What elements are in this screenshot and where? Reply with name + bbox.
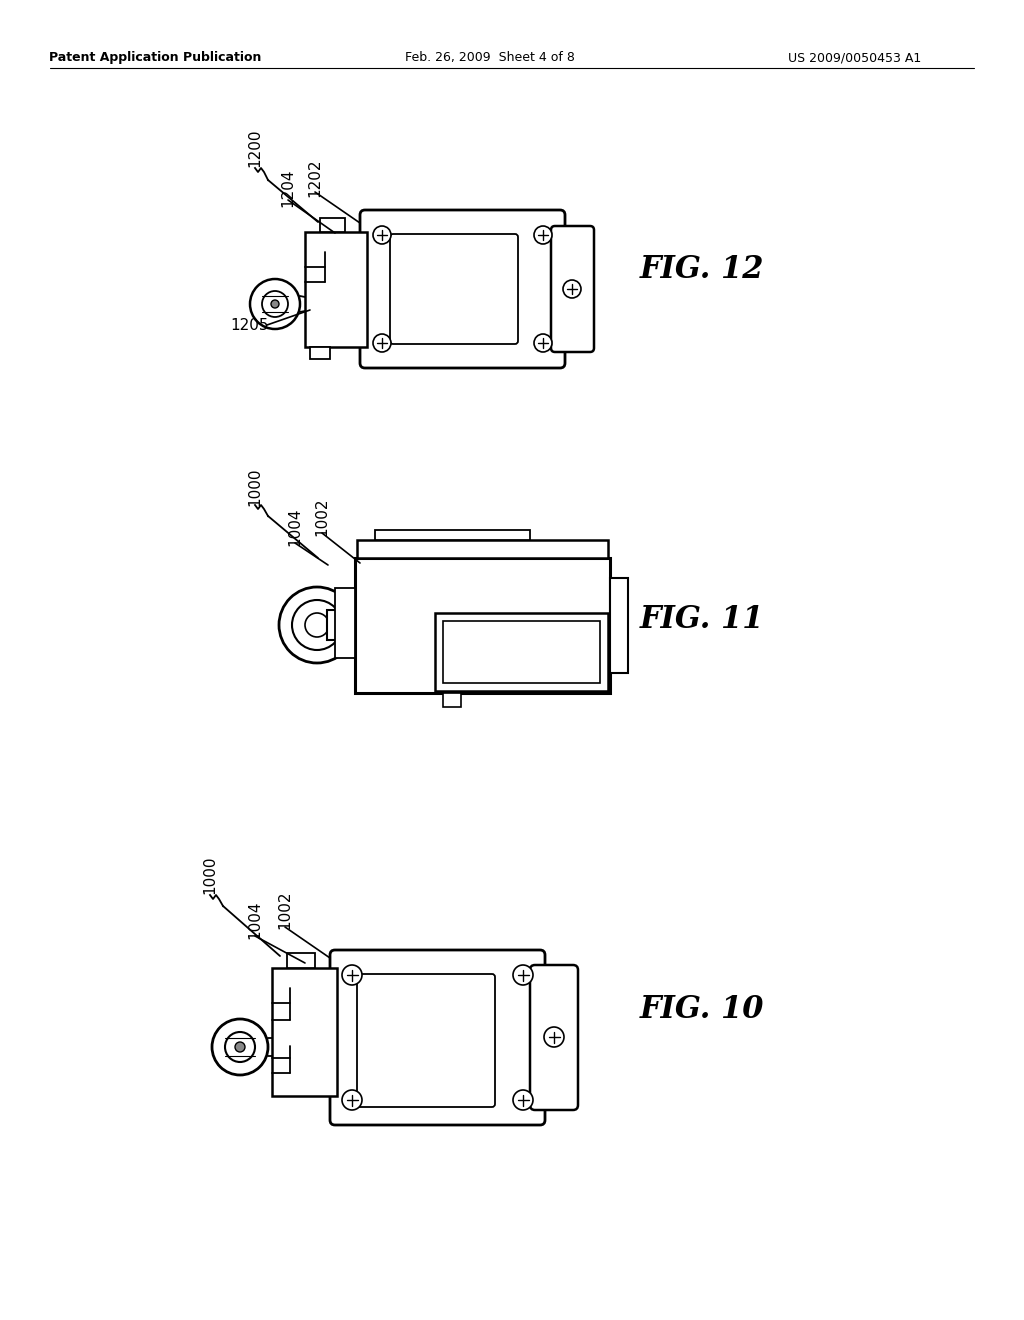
- Text: US 2009/0050453 A1: US 2009/0050453 A1: [788, 51, 922, 65]
- Circle shape: [373, 334, 391, 352]
- Text: FIG. 10: FIG. 10: [640, 994, 765, 1026]
- Text: FIG. 11: FIG. 11: [640, 605, 765, 635]
- Bar: [310, 347, 330, 359]
- Circle shape: [534, 334, 552, 352]
- FancyBboxPatch shape: [357, 974, 495, 1107]
- Text: FIG. 12: FIG. 12: [640, 255, 765, 285]
- FancyBboxPatch shape: [330, 950, 545, 1125]
- Text: 1004: 1004: [248, 900, 262, 940]
- Text: 1204: 1204: [281, 169, 296, 207]
- Text: 1002: 1002: [314, 498, 330, 536]
- Circle shape: [563, 280, 581, 298]
- FancyBboxPatch shape: [360, 210, 565, 368]
- Circle shape: [292, 601, 342, 649]
- Bar: [272, 968, 337, 1096]
- Circle shape: [342, 1090, 362, 1110]
- Bar: [305, 232, 367, 347]
- Text: 1200: 1200: [248, 129, 262, 168]
- Circle shape: [250, 279, 300, 329]
- Text: 1202: 1202: [307, 158, 323, 197]
- Circle shape: [513, 965, 534, 985]
- Circle shape: [234, 1041, 245, 1052]
- Circle shape: [373, 226, 391, 244]
- Circle shape: [544, 1027, 564, 1047]
- Bar: [327, 610, 355, 640]
- Bar: [287, 953, 315, 968]
- Circle shape: [212, 1019, 268, 1074]
- Bar: [375, 531, 530, 540]
- Text: 1205: 1205: [230, 318, 268, 333]
- Text: 1000: 1000: [248, 467, 262, 507]
- Circle shape: [513, 1090, 534, 1110]
- Circle shape: [271, 300, 279, 308]
- Circle shape: [305, 612, 329, 638]
- Bar: [443, 620, 600, 682]
- Circle shape: [262, 290, 288, 317]
- Bar: [355, 558, 610, 693]
- Bar: [435, 612, 608, 690]
- Circle shape: [225, 1032, 255, 1063]
- Text: 1004: 1004: [288, 508, 302, 546]
- Text: Patent Application Publication: Patent Application Publication: [49, 51, 261, 65]
- Circle shape: [534, 226, 552, 244]
- Circle shape: [279, 587, 355, 663]
- Bar: [335, 587, 355, 657]
- Text: Feb. 26, 2009  Sheet 4 of 8: Feb. 26, 2009 Sheet 4 of 8: [406, 51, 574, 65]
- Text: 1002: 1002: [278, 891, 293, 929]
- FancyBboxPatch shape: [530, 965, 578, 1110]
- Bar: [357, 540, 608, 558]
- Bar: [610, 578, 628, 673]
- Bar: [319, 218, 345, 232]
- Text: 1000: 1000: [203, 855, 217, 894]
- FancyBboxPatch shape: [551, 226, 594, 352]
- FancyBboxPatch shape: [390, 234, 518, 345]
- Circle shape: [342, 965, 362, 985]
- Bar: [443, 693, 461, 708]
